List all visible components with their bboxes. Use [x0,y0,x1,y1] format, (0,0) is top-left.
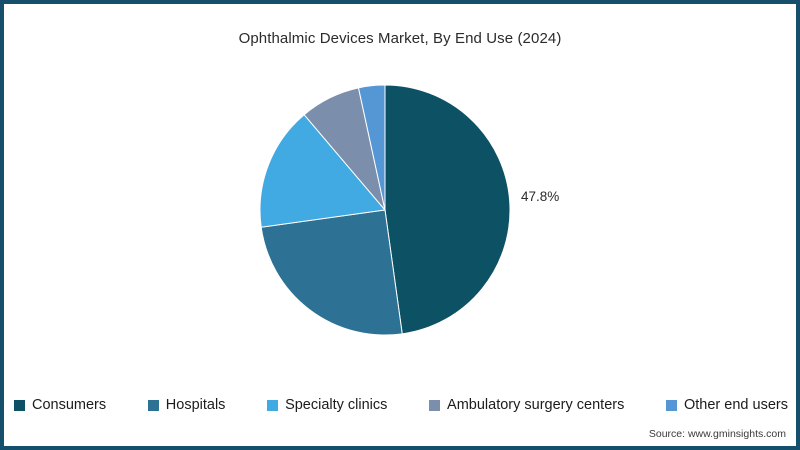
pie-slice-group [260,85,510,335]
pie-chart [260,85,510,335]
legend-item-label: Consumers [32,396,107,413]
legend-item-label: Other end users [683,396,788,413]
legend-swatch-icon [147,399,159,411]
source-note: Source: www.gminsights.com [648,428,786,440]
legend-item-label: Specialty clinics [285,396,388,413]
pie-slice[interactable] [384,85,510,335]
pie-data-label-consumers: 47.8% [521,189,560,204]
legend-swatch-icon [267,399,279,411]
legend-swatch-icon [14,399,25,411]
pie-chart-svg [260,85,510,335]
legend-item[interactable]: Hospitals [147,396,226,413]
pie-slice[interactable] [260,209,403,335]
legend-swatch-icon [429,399,441,411]
legend-item[interactable]: Ambulatory surgery centers [429,398,624,413]
legend-item-label: Ambulatory surgery centers [447,396,625,413]
chart-legend: Consumers Hospitals Specialty clinics Ambul… [8,392,792,418]
legend-item[interactable]: Specialty clinics [267,398,387,413]
legend-swatch-icon [665,399,677,411]
legend-item[interactable]: Consumers [14,398,106,413]
legend-item-label: Hospitals [165,396,226,413]
page-title: Ophthalmic Devices Market, By End Use (2… [238,30,562,47]
pie-slice[interactable] [357,85,386,211]
pie-slice[interactable] [260,113,386,228]
legend-item[interactable]: Other end users [665,396,788,413]
